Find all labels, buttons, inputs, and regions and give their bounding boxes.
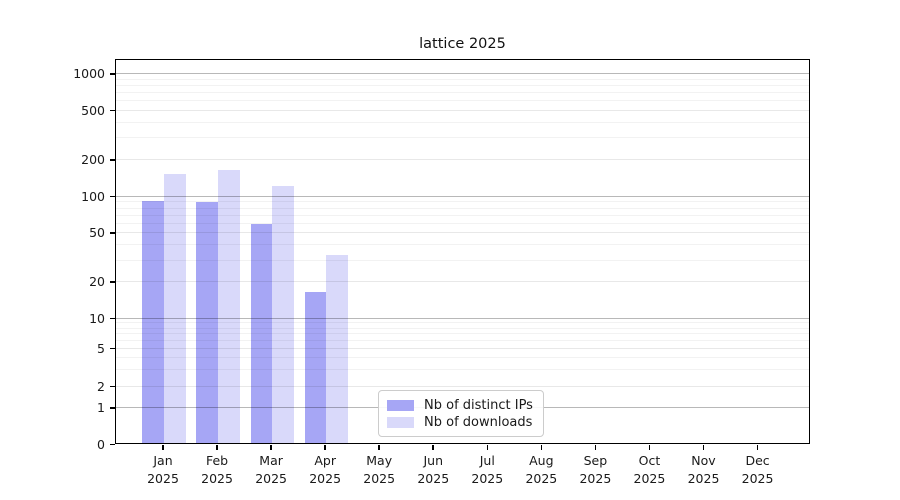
- y-tick-mark: [109, 407, 115, 409]
- y-tick-mark: [109, 385, 115, 388]
- x-tick-label-sep: Sep 2025: [579, 452, 612, 486]
- bar-downloads-mar: [272, 185, 294, 443]
- y-tick-mark: [109, 109, 115, 112]
- x-tick-mark: [270, 444, 272, 450]
- x-tick-label-aug: Aug 2025: [525, 452, 558, 486]
- x-tick-mark: [648, 444, 651, 450]
- x-tick-label-oct: Oct 2025: [633, 452, 666, 486]
- x-tick-mark: [486, 444, 489, 450]
- x-tick-label-nov: Nov 2025: [687, 452, 720, 486]
- x-tick-mark: [540, 444, 543, 450]
- y-tick-label: 200: [81, 151, 105, 167]
- y-tick-mark: [109, 232, 115, 234]
- y-tick-label: 500: [81, 102, 105, 118]
- y-tick-mark: [109, 73, 115, 75]
- x-tick-mark: [162, 444, 164, 450]
- y-tick-mark: [109, 281, 115, 283]
- x-tick-mark: [216, 444, 218, 450]
- legend-label-downloads: Nb of downloads: [424, 414, 533, 430]
- legend-swatch-downloads: [387, 416, 414, 428]
- chart-title: lattice 2025: [419, 36, 506, 52]
- bar-distinct-ips-mar: [250, 223, 273, 443]
- y-tick-mark: [109, 443, 115, 446]
- bar-distinct-ips-feb: [196, 201, 219, 443]
- x-tick-mark: [756, 444, 759, 450]
- x-tick-label-may: May 2025: [363, 452, 396, 486]
- x-tick-mark: [702, 444, 705, 450]
- x-tick-label-jan: Jan 2025: [147, 452, 179, 486]
- y-tick-label: 1000: [73, 66, 105, 81]
- y-tick-label: 10: [89, 310, 105, 326]
- y-tick-mark: [109, 159, 115, 161]
- y-tick-mark: [109, 347, 115, 350]
- bar-downloads-apr: [326, 255, 348, 443]
- bar-downloads-jan: [164, 174, 186, 443]
- y-tick-label: 50: [89, 225, 105, 241]
- bar-downloads-feb: [218, 170, 240, 443]
- bars-layer: [116, 60, 809, 443]
- x-tick-label-jun: Jun 2025: [417, 452, 450, 486]
- x-tick-label-jul: Jul 2025: [471, 452, 504, 486]
- y-tick-label: 5: [97, 340, 105, 356]
- x-tick-label-dec: Dec 2025: [741, 452, 774, 486]
- y-tick-mark: [109, 317, 115, 320]
- x-tick-mark: [432, 444, 435, 450]
- legend: Nb of distinct IPs Nb of downloads: [378, 390, 544, 437]
- x-tick-mark: [594, 444, 597, 450]
- legend-item-distinct-ips: Nb of distinct IPs: [387, 397, 535, 413]
- legend-label-distinct-ips: Nb of distinct IPs: [424, 397, 533, 413]
- legend-item-downloads: Nb of downloads: [387, 414, 535, 430]
- x-tick-label-mar: Mar 2025: [255, 452, 287, 486]
- x-tick-label-apr: Apr 2025: [309, 452, 342, 486]
- x-tick-mark: [378, 444, 380, 450]
- y-tick-label: 1: [97, 400, 105, 415]
- bar-distinct-ips-apr: [304, 292, 327, 443]
- legend-swatch-distinct-ips: [387, 399, 414, 411]
- y-tick-label: 0: [97, 436, 105, 452]
- x-tick-label-feb: Feb 2025: [201, 452, 233, 486]
- y-tick-label: 20: [89, 273, 105, 289]
- y-tick-label: 100: [81, 188, 105, 204]
- y-tick-label: 2: [97, 378, 105, 394]
- bar-distinct-ips-jan: [142, 200, 164, 443]
- y-tick-mark: [109, 195, 115, 198]
- plot-area: [115, 59, 810, 444]
- x-tick-mark: [324, 444, 326, 450]
